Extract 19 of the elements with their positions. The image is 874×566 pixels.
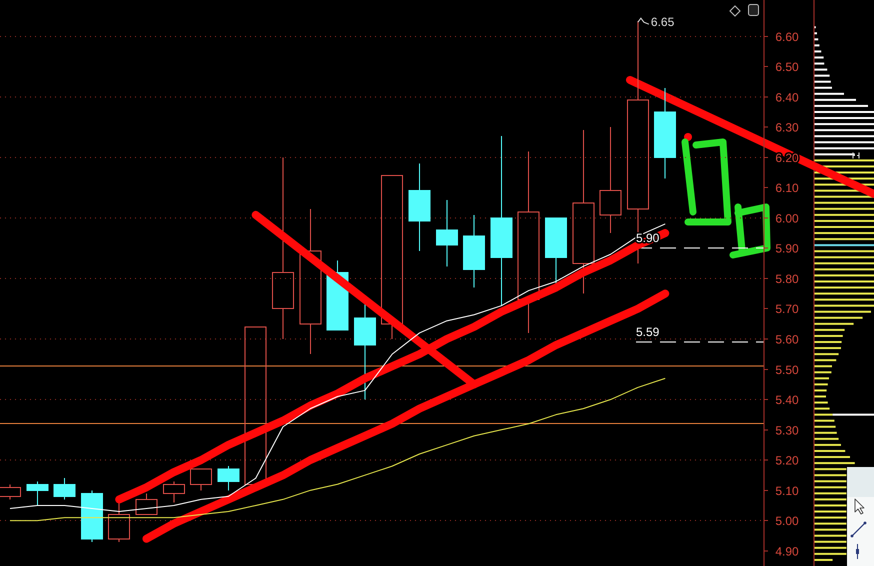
y-tick-label: 6.10 — [775, 181, 799, 196]
y-tick-label: 5.10 — [775, 484, 799, 498]
y-tick-label: 5.50 — [775, 362, 799, 377]
ref-line-label: 5.59 — [636, 325, 660, 340]
annotation: 6.65 — [650, 15, 675, 30]
y-tick-label: 5.90 — [775, 242, 799, 256]
y-tick-label: 6.40 — [775, 90, 799, 104]
y-tick-label: 6.00 — [775, 211, 799, 226]
y-tick-label: 5.60 — [775, 332, 799, 346]
y-tick-label: 6.30 — [775, 120, 799, 135]
y-tick-label: 6.50 — [775, 60, 799, 74]
y-tick-label: 5.00 — [775, 514, 799, 528]
y-tick-label: 5.20 — [775, 454, 799, 468]
y-tick-label: 5.40 — [775, 393, 799, 408]
y-tick-label: 5.30 — [775, 423, 799, 438]
y-tick-label: 6.60 — [775, 30, 799, 44]
y-tick-label: 4.90 — [775, 544, 799, 558]
y-tick-label: 5.80 — [775, 272, 799, 286]
y-tick-label: 5.70 — [775, 302, 799, 316]
